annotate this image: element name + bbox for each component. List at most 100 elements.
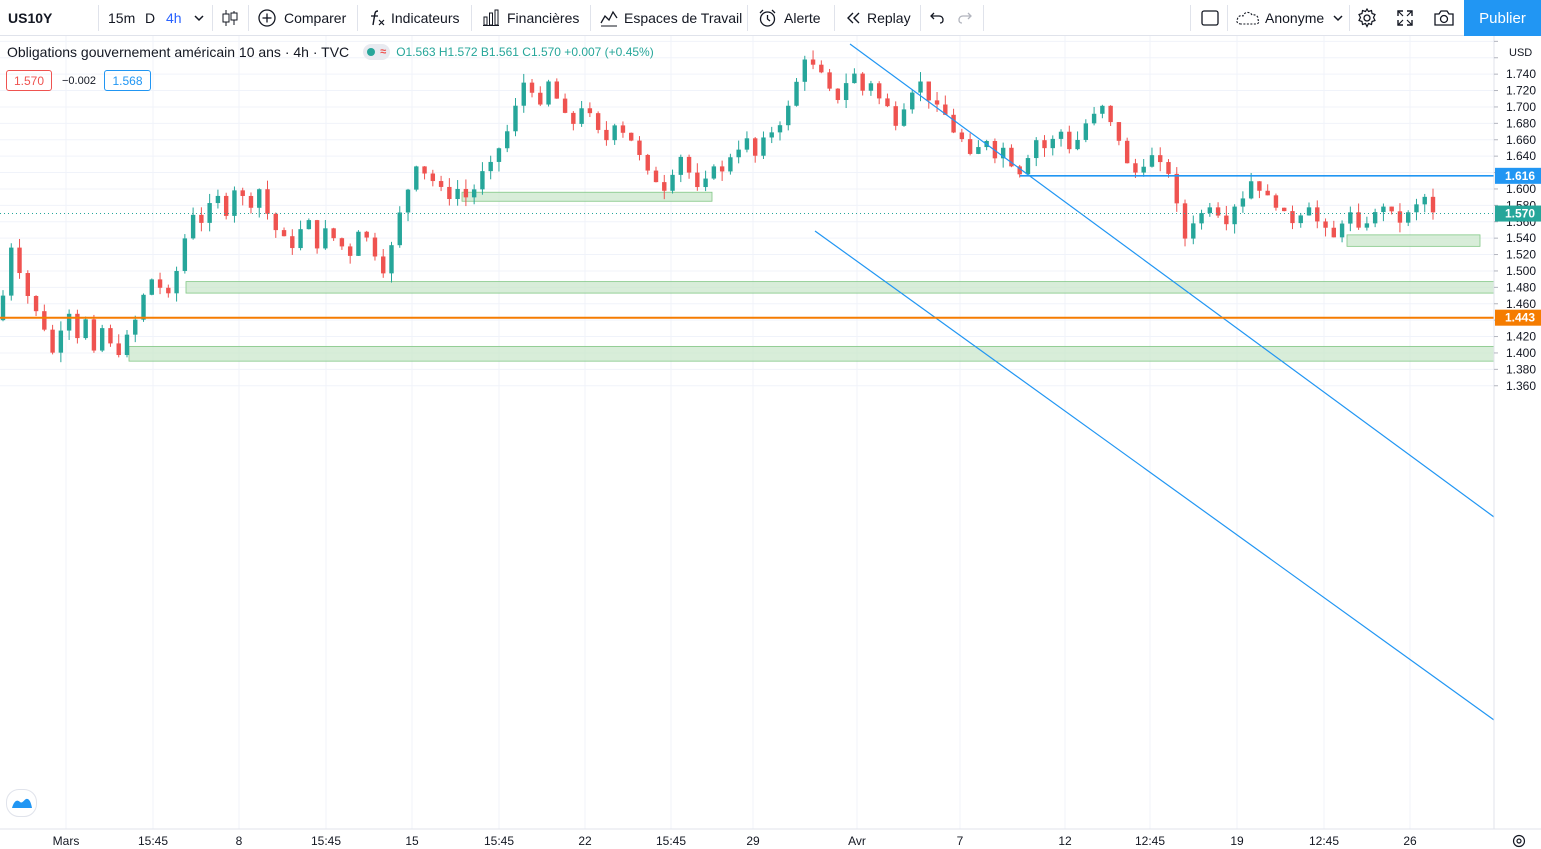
candle-body (595, 113, 601, 130)
candle-body (943, 104, 948, 115)
publish-button[interactable]: Publier (1464, 0, 1541, 36)
redo-icon (958, 12, 972, 24)
interval-dropdown[interactable] (193, 0, 205, 36)
interval-15m[interactable]: 15m (108, 10, 136, 26)
candle-body (670, 174, 675, 191)
candle (232, 186, 237, 223)
candle (1298, 212, 1303, 228)
candle-body (182, 238, 188, 271)
candle-body (207, 203, 212, 223)
interval-4h[interactable]: 4h (166, 10, 182, 26)
replay-button[interactable]: Replay (845, 0, 911, 36)
divider (920, 5, 921, 31)
candle-body (719, 166, 725, 172)
candle-body (1067, 131, 1072, 150)
buy-price-button[interactable]: 1.568 (104, 70, 151, 91)
candle-body (1406, 212, 1411, 223)
candle-body (604, 129, 609, 141)
workspaces-button[interactable]: Espaces de Travail (599, 0, 742, 36)
candle-body (273, 213, 278, 231)
candle-body (1248, 181, 1254, 199)
candle (1009, 144, 1014, 168)
price-tick-label: 1.480 (1506, 280, 1536, 294)
market-status-pill[interactable]: ≈ (363, 44, 391, 60)
candle-body (1339, 223, 1345, 238)
candle-body (215, 195, 221, 204)
candle-body (223, 195, 229, 216)
undo-icon (930, 12, 944, 24)
candle-body (430, 173, 436, 182)
candle (91, 314, 97, 353)
candle (976, 140, 981, 155)
candle-body (347, 246, 353, 256)
candle (1017, 164, 1022, 178)
candle-body (678, 156, 684, 175)
fullscreen-button[interactable] (1395, 0, 1415, 36)
settings-button[interactable] (1356, 0, 1378, 36)
price-tick-label: 1.380 (1506, 362, 1536, 376)
candle (1240, 191, 1246, 213)
candle-body (1017, 166, 1022, 175)
candle-body (1108, 105, 1113, 123)
candle-body (25, 273, 30, 296)
redo-button[interactable] (956, 0, 974, 36)
candle-body (1215, 207, 1221, 216)
candle (728, 153, 733, 175)
candle (1224, 205, 1229, 231)
candle (1215, 202, 1221, 218)
candle-body (653, 170, 659, 183)
fullscreen-select-button[interactable] (1200, 0, 1220, 36)
symbol-search[interactable]: US10Y (8, 10, 53, 26)
interval-d[interactable]: D (145, 10, 156, 26)
snapshot-button[interactable] (1433, 0, 1455, 36)
candle-body (835, 88, 841, 101)
market-open-icon (367, 48, 376, 56)
candle (1406, 210, 1411, 227)
time-axis[interactable] (0, 829, 1541, 849)
candle (1331, 220, 1337, 238)
candle-body (372, 237, 378, 257)
candle (719, 160, 725, 181)
axis-settings-gear-icon[interactable] (1512, 834, 1526, 848)
chart-type-button[interactable] (220, 0, 240, 36)
candle (736, 140, 741, 164)
alert-button[interactable]: Alerte (757, 0, 821, 36)
expand-icon (1397, 10, 1413, 26)
financials-button[interactable]: Financières (481, 0, 579, 36)
price-chart[interactable]: 1.3601.3801.4001.4201.4401.4601.4801.500… (0, 36, 1541, 849)
undo-button[interactable] (928, 0, 946, 36)
candle (901, 103, 907, 127)
compare-button[interactable]: Comparer (257, 0, 346, 36)
divider (471, 5, 472, 31)
support-zone[interactable] (1346, 234, 1481, 247)
candle (356, 230, 361, 256)
chart-legend: Obligations gouvernement américain 10 an… (7, 44, 654, 60)
price-label: 1.443 (1505, 311, 1535, 325)
support-zone[interactable] (461, 191, 713, 202)
channel-upper-trendline[interactable] (849, 43, 1495, 518)
chevron-down-icon (1333, 15, 1343, 22)
support-zone[interactable] (128, 345, 1495, 362)
candle-body (1323, 221, 1328, 228)
candle (99, 324, 105, 353)
candle (248, 192, 254, 214)
currency-label[interactable]: USD (1509, 47, 1532, 59)
channel-lower-trendline[interactable] (814, 230, 1495, 721)
candle-body (1158, 155, 1163, 163)
candle-body (951, 114, 956, 133)
candle-body (967, 139, 973, 154)
candle-body (529, 82, 535, 93)
candle (1273, 193, 1279, 211)
candle (389, 241, 394, 283)
indicators-button[interactable]: Indicateurs (367, 0, 459, 36)
candle-body (901, 109, 907, 126)
sell-price-button[interactable]: 1.570 (6, 70, 52, 91)
candle (521, 73, 526, 113)
candle (372, 232, 378, 261)
tradingview-logo[interactable] (6, 789, 37, 817)
divider (590, 5, 591, 31)
candle (802, 55, 807, 91)
compare-label: Comparer (284, 10, 347, 26)
support-zone[interactable] (185, 281, 1495, 294)
account-menu[interactable]: Anonyme (1235, 0, 1344, 36)
